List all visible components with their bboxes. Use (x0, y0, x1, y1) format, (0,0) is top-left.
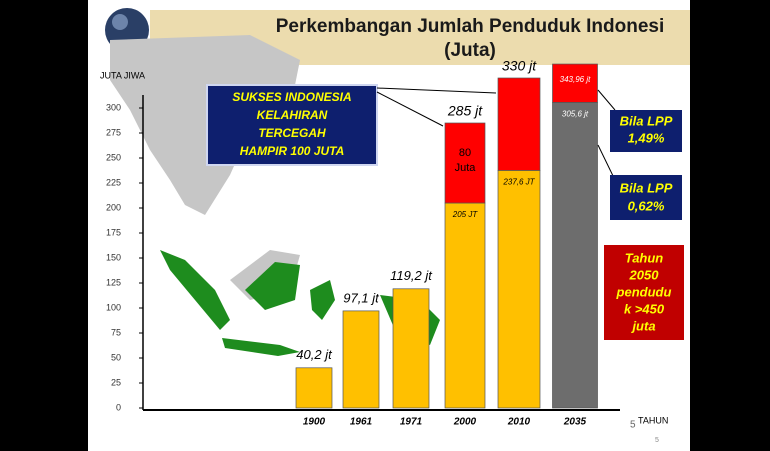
bar (497, 170, 541, 409)
total-label: 330 jt (502, 58, 537, 74)
connector (597, 144, 616, 181)
data-label: 119,2 jt (390, 268, 433, 283)
total-label: 343,96 jt (560, 75, 591, 84)
x-tick-label: 2035 (563, 417, 587, 428)
globe-highlight (112, 14, 128, 30)
annotation-line: Bila LPP (620, 180, 673, 195)
y-tick-label: 0 (116, 402, 121, 412)
bar (444, 202, 486, 409)
chart-subtitle: (Juta) (444, 40, 496, 61)
y-tick-label: 225 (106, 177, 121, 187)
total-label: 285 jt (447, 103, 483, 119)
connector (597, 89, 616, 111)
callout-success (206, 84, 497, 166)
annotation-line: juta (630, 318, 655, 333)
lpp-low-box (610, 175, 682, 220)
annotation-line: k >450 (624, 301, 665, 316)
callout-box (206, 84, 378, 166)
annotation-line: HAMPIR 100 JUTA (240, 144, 344, 158)
annotation-line: KELAHIRAN (257, 108, 328, 122)
bar (497, 77, 541, 171)
sumatra (160, 250, 230, 330)
mainland (110, 35, 300, 215)
bar (295, 367, 333, 409)
data-label: 97,1 jt (343, 290, 380, 305)
x-axis-label: TAHUN (638, 415, 668, 425)
year-2050-box (604, 245, 684, 340)
y-tick-label: 50 (111, 352, 121, 362)
annotation-line: pendudu (616, 284, 672, 299)
data-label: 305,6 jt (562, 110, 589, 119)
y-tick-label: 275 (106, 127, 121, 137)
bar (552, 63, 598, 103)
y-tick-label: 300 (106, 102, 121, 112)
callout-arrow (376, 91, 444, 127)
annotation-line: TERCEGAH (258, 126, 326, 140)
annotation-line: 1,49% (628, 130, 665, 145)
y-tick-label: 100 (106, 302, 121, 312)
annotation-line: 2050 (629, 267, 660, 282)
bar (444, 122, 486, 204)
page-number: 5 (630, 420, 636, 431)
kalimantan (245, 262, 300, 310)
x-tick-label: 1961 (350, 417, 373, 428)
y-tick-label: 250 (106, 152, 121, 162)
x-tick-label: 1971 (400, 417, 423, 428)
callout-arrow (376, 87, 497, 94)
annotation-line: 0,62% (628, 198, 665, 213)
bar (552, 102, 598, 409)
data-label: 80 Juta (455, 147, 477, 174)
y-tick-label: 200 (106, 202, 121, 212)
data-label-line: 80 (459, 147, 471, 159)
y-tick-label: 25 (111, 377, 121, 387)
chart-title: Perkembangan Jumlah Penduduk Indonesi (276, 16, 665, 37)
page-number: 5 (655, 437, 659, 444)
bar (392, 288, 430, 409)
y-tick-label: 75 (111, 327, 121, 337)
y-axis-label: JUTA JIWA (100, 70, 145, 80)
bar (342, 310, 380, 409)
y-tick-label: 175 (106, 227, 121, 237)
data-label: 40,2 jt (296, 347, 333, 362)
annotation-line: SUKSES INDONESIA (232, 90, 351, 104)
lpp-high-box (610, 110, 682, 152)
y-tick-label: 125 (106, 277, 121, 287)
annotation-line: Bila LPP (620, 113, 673, 128)
annotation-line: Tahun (625, 250, 664, 265)
java (222, 338, 300, 356)
sulawesi (310, 280, 335, 320)
data-label-line: Juta (455, 162, 477, 174)
data-label: 237,6 JT (502, 178, 535, 187)
x-tick-label: 2010 (507, 417, 531, 428)
y-tick-label: 150 (106, 252, 121, 262)
x-tick-label: 2000 (453, 417, 477, 428)
x-tick-label: 1900 (303, 417, 326, 428)
data-label: 205 JT (452, 210, 479, 219)
